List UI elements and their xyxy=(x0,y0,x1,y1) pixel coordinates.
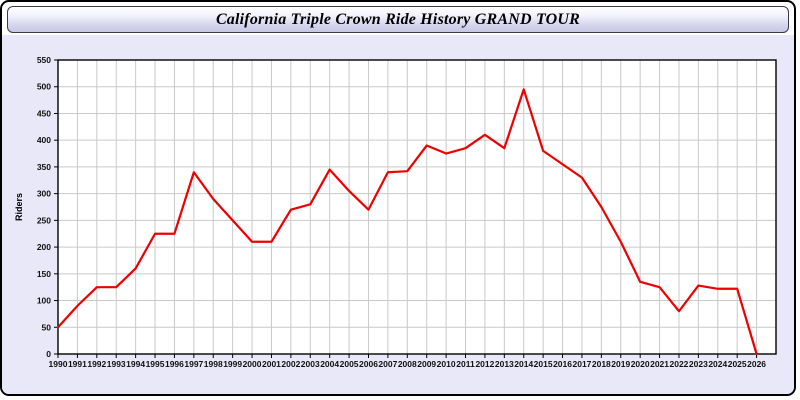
svg-text:500: 500 xyxy=(37,82,51,92)
svg-text:2009: 2009 xyxy=(417,359,436,369)
svg-text:1994: 1994 xyxy=(126,359,145,369)
svg-text:50: 50 xyxy=(42,322,52,332)
svg-text:1999: 1999 xyxy=(223,359,242,369)
svg-text:2003: 2003 xyxy=(301,359,320,369)
plot-frame xyxy=(57,59,777,355)
svg-text:2017: 2017 xyxy=(572,359,591,369)
svg-text:200: 200 xyxy=(37,242,51,252)
svg-text:2022: 2022 xyxy=(670,359,689,369)
svg-text:2019: 2019 xyxy=(611,359,630,369)
page-title: California Triple Crown Ride History GRA… xyxy=(215,10,581,28)
svg-text:2024: 2024 xyxy=(708,359,727,369)
svg-text:400: 400 xyxy=(37,135,51,145)
svg-text:2014: 2014 xyxy=(514,359,533,369)
svg-text:2001: 2001 xyxy=(262,359,281,369)
svg-text:550: 550 xyxy=(37,55,51,65)
svg-text:2025: 2025 xyxy=(728,359,747,369)
svg-text:2012: 2012 xyxy=(475,359,494,369)
y-axis-labels: 0 50 100 150 200 250 300 350 400 450 500 550 xyxy=(37,55,51,359)
svg-text:2023: 2023 xyxy=(689,359,708,369)
svg-text:2013: 2013 xyxy=(495,359,514,369)
svg-text:2008: 2008 xyxy=(398,359,417,369)
svg-text:2006: 2006 xyxy=(359,359,378,369)
svg-text:1991: 1991 xyxy=(68,359,87,369)
svg-text:2016: 2016 xyxy=(553,359,572,369)
svg-text:2007: 2007 xyxy=(378,359,397,369)
svg-text:1990: 1990 xyxy=(49,359,68,369)
svg-text:2021: 2021 xyxy=(650,359,669,369)
svg-text:2005: 2005 xyxy=(340,359,359,369)
chart-panel: 0 50 100 150 200 250 300 350 400 450 500 550 1990 199… xyxy=(2,35,794,394)
svg-text:2026: 2026 xyxy=(747,359,766,369)
svg-text:100: 100 xyxy=(37,296,51,306)
svg-text:1998: 1998 xyxy=(204,359,223,369)
svg-text:250: 250 xyxy=(37,215,51,225)
gridlines xyxy=(58,60,776,354)
svg-text:2020: 2020 xyxy=(631,359,650,369)
svg-text:1996: 1996 xyxy=(165,359,184,369)
svg-text:1995: 1995 xyxy=(146,359,165,369)
x-axis-labels: 1990 1991 1992 1993 1994 1995 1996 1997 1998 1999… xyxy=(49,359,767,369)
svg-text:2011: 2011 xyxy=(456,359,475,369)
svg-text:150: 150 xyxy=(37,269,51,279)
series-line-riders xyxy=(56,88,758,356)
y-axis-title: Riders xyxy=(14,193,24,221)
svg-text:350: 350 xyxy=(37,162,51,172)
svg-text:2018: 2018 xyxy=(592,359,611,369)
svg-text:2010: 2010 xyxy=(437,359,456,369)
svg-text:2015: 2015 xyxy=(534,359,553,369)
svg-text:2002: 2002 xyxy=(281,359,300,369)
svg-text:1993: 1993 xyxy=(107,359,126,369)
title-bar: California Triple Crown Ride History GRA… xyxy=(7,6,789,33)
svg-text:2004: 2004 xyxy=(320,359,339,369)
svg-text:1997: 1997 xyxy=(184,359,203,369)
svg-text:300: 300 xyxy=(37,189,51,199)
svg-text:1992: 1992 xyxy=(87,359,106,369)
svg-text:0: 0 xyxy=(46,349,51,359)
svg-text:2000: 2000 xyxy=(243,359,262,369)
svg-text:450: 450 xyxy=(37,108,51,118)
